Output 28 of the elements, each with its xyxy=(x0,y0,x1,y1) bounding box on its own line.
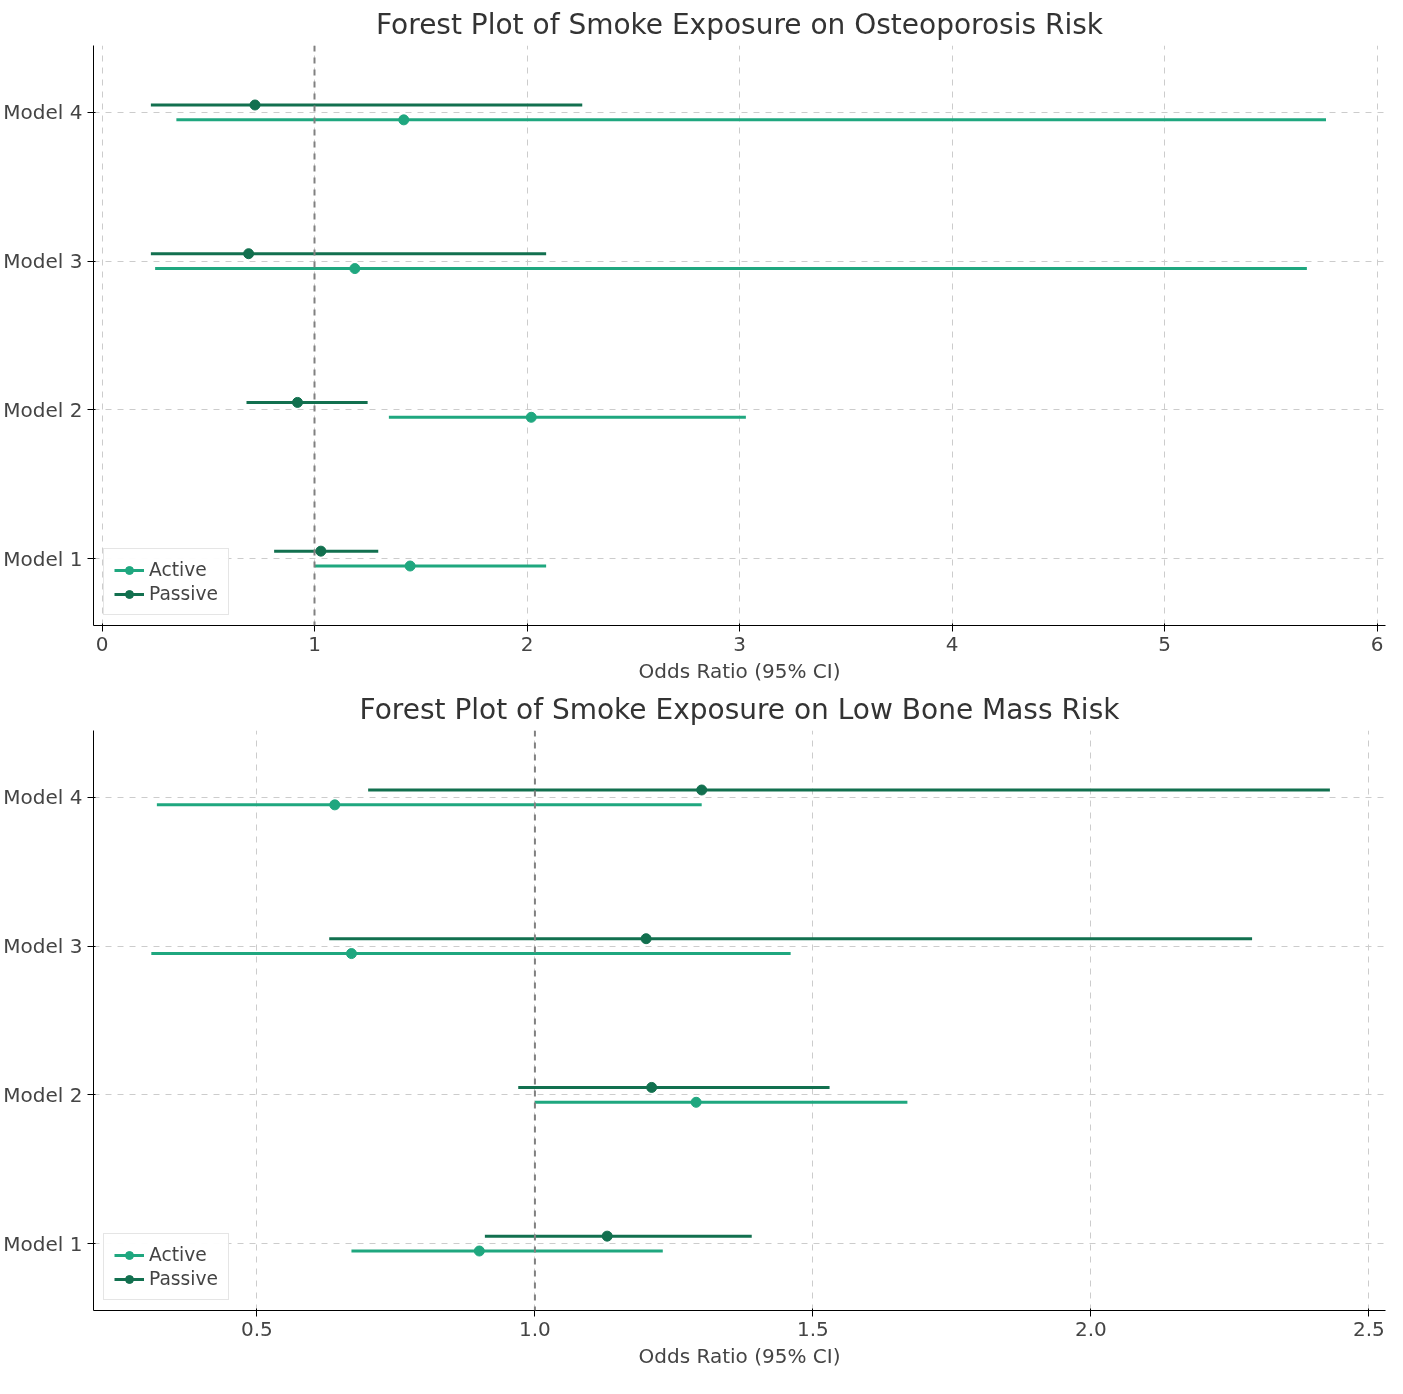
y-tick-label: Model 2 xyxy=(3,1082,83,1107)
x-tick-label: 2 xyxy=(520,631,534,656)
legend-label: Passive xyxy=(149,583,218,604)
x-tick-label: 6 xyxy=(1370,631,1384,656)
y-tick-label: Model 3 xyxy=(3,934,83,959)
x-tick-label: 1 xyxy=(308,631,321,656)
x-tick-label: 4 xyxy=(945,631,959,656)
x-tick-label: 2.0 xyxy=(1074,1316,1107,1341)
y-tick-label: Model 4 xyxy=(3,100,83,125)
y-tick-label: Model 2 xyxy=(3,397,83,422)
x-tick-label: 0 xyxy=(95,631,109,656)
chart-title: Forest Plot of Smoke Exposure on Low Bone Mass Risk xyxy=(359,692,1121,726)
x-tick-label: 5 xyxy=(1158,631,1171,656)
x-tick-label: 2.5 xyxy=(1352,1316,1385,1341)
x-tick-label: 1.5 xyxy=(796,1316,829,1341)
y-tick-label: Model 1 xyxy=(3,546,83,571)
x-tick-label: 0.5 xyxy=(241,1316,273,1341)
x-tick-label: 3 xyxy=(733,631,746,656)
chart-title: Forest Plot of Smoke Exposure on Osteoporosis Risk xyxy=(376,7,1104,41)
y-tick-label: Model 1 xyxy=(3,1231,83,1256)
x-axis-title: Odds Ratio (95% CI) xyxy=(638,1343,841,1368)
legend-label: Active xyxy=(149,1244,207,1265)
x-tick-label: 1.0 xyxy=(519,1316,551,1341)
y-tick-label: Model 3 xyxy=(3,249,83,274)
legend-label: Active xyxy=(149,559,207,580)
x-axis-title: Odds Ratio (95% CI) xyxy=(638,658,841,683)
y-tick-label: Model 4 xyxy=(3,785,83,810)
legend-label: Passive xyxy=(149,1268,218,1289)
